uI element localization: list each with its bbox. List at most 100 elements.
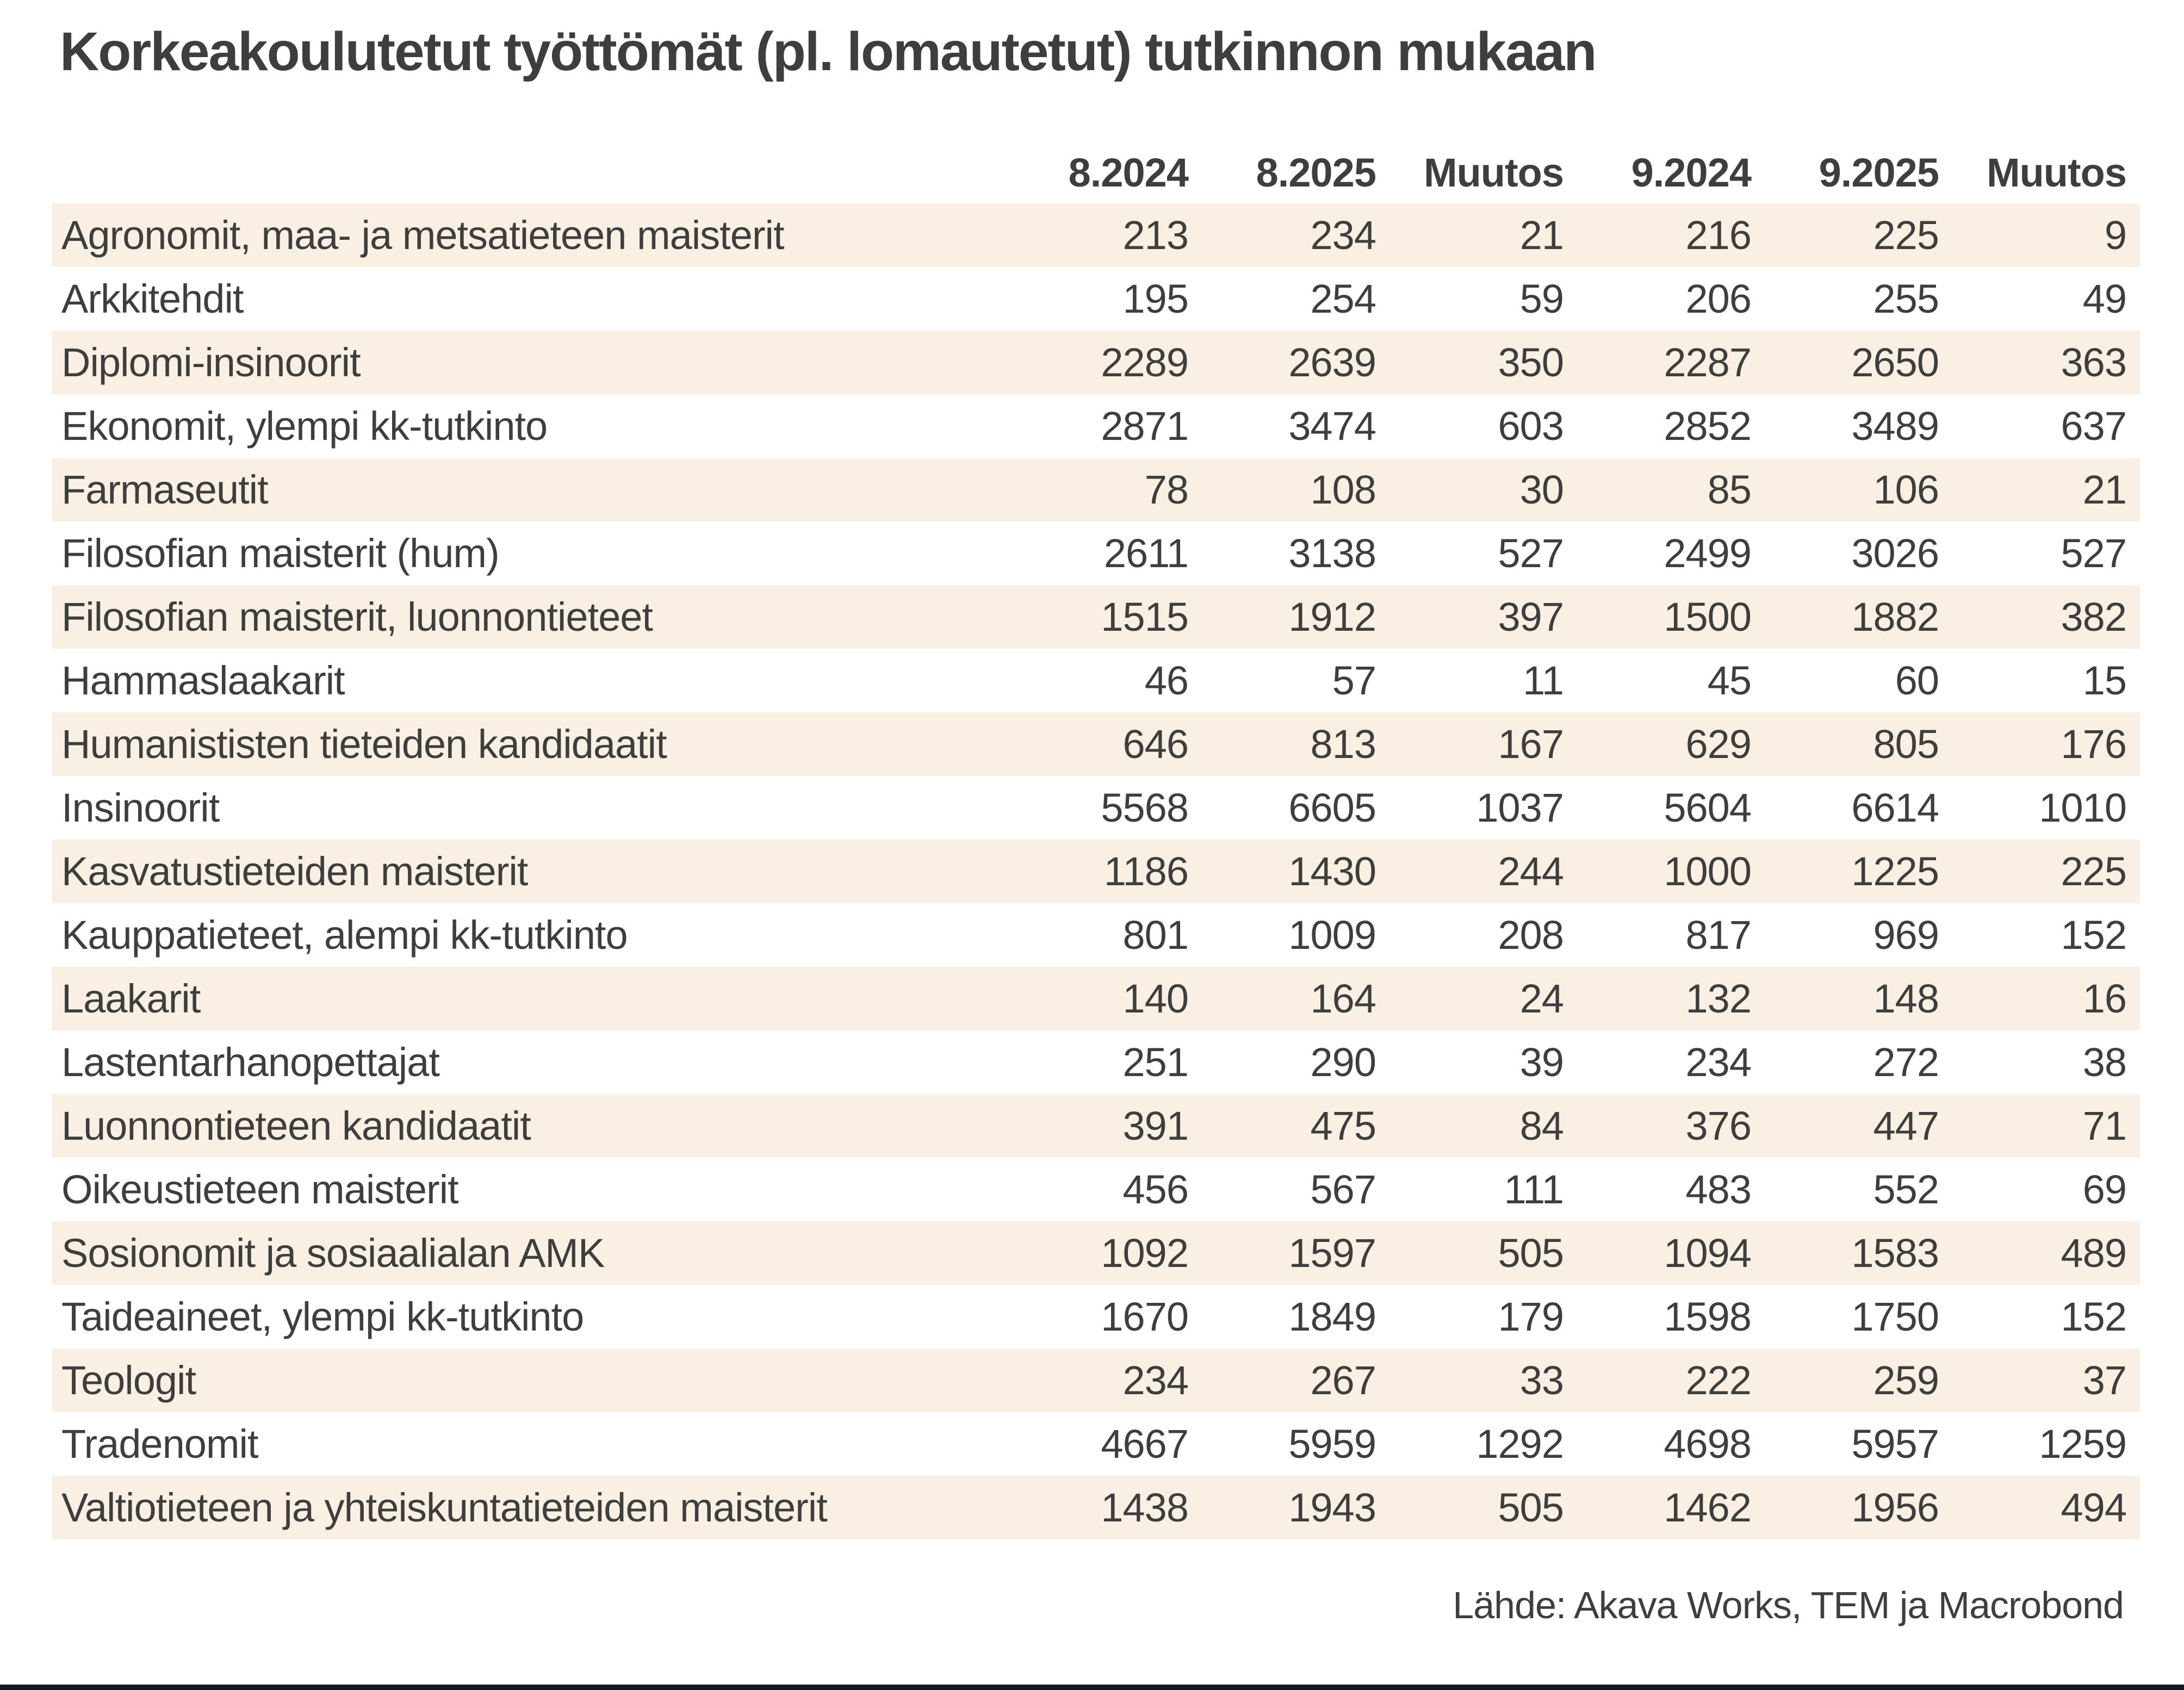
cell-value: 494 <box>2061 1485 2127 1530</box>
cell-value: 167 <box>1498 722 1564 767</box>
cell-value: 179 <box>1498 1294 1564 1339</box>
table-row: Luonnontieteen kandidaatit 391 475 84 376 447… <box>52 1094 2140 1158</box>
cell-value: 45 <box>1707 658 1752 703</box>
row-label: Filosofian maisterit, luonnontieteet <box>61 594 653 639</box>
cell-value: 1956 <box>1851 1485 1939 1530</box>
cell-value: 6605 <box>1288 785 1376 830</box>
cell-value: 505 <box>1498 1485 1564 1530</box>
row-label: Ekonomit, ylempi kk-tutkinto <box>61 403 548 449</box>
cell-value: 456 <box>1122 1167 1189 1212</box>
table-row: Taideaineet, ylempi kk-tutkinto 1670 1849 1… <box>52 1285 2140 1349</box>
cell-value: 272 <box>1873 1040 1939 1085</box>
cell-value: 84 <box>1519 1103 1564 1148</box>
cell-value: 9 <box>2104 213 2127 258</box>
cell-value: 1092 <box>1101 1231 1189 1276</box>
cell-value: 6614 <box>1851 785 1939 830</box>
cell-value: 801 <box>1122 912 1189 958</box>
table-row: Filosofian maisterit (hum) 2611 3138 527 249… <box>52 521 2140 585</box>
cell-value: 71 <box>2082 1103 2127 1148</box>
cell-value: 46 <box>1144 658 1189 703</box>
cell-value: 1094 <box>1664 1231 1752 1276</box>
cell-value: 1882 <box>1851 594 1939 639</box>
cell-value: 603 <box>1498 403 1564 449</box>
cell-value: 15 <box>2082 658 2127 703</box>
cell-value: 234 <box>1310 213 1376 258</box>
cell-value: 59 <box>1519 276 1564 321</box>
table-row: Lastentarhanopettajat 251 290 39 234 272 38 <box>52 1030 2140 1094</box>
table-row: Teologit 234 267 33 222 259 37 <box>52 1349 2140 1412</box>
cell-value: 1462 <box>1664 1485 1752 1530</box>
cell-value: 1037 <box>1476 785 1564 830</box>
cell-value: 489 <box>2061 1231 2127 1276</box>
cell-value: 1750 <box>1851 1294 1939 1339</box>
cell-value: 225 <box>2061 849 2127 894</box>
row-label: Hammaslaakarit <box>61 658 345 703</box>
column-header-2: 8.2025 <box>1256 150 1376 195</box>
cell-value: 57 <box>1332 658 1376 703</box>
table-row: Arkkitehdit 195 254 59 206 255 49 <box>52 267 2140 331</box>
cell-value: 16 <box>2082 976 2127 1021</box>
cell-value: 817 <box>1685 912 1752 958</box>
cell-value: 376 <box>1685 1103 1752 1148</box>
cell-value: 2852 <box>1664 403 1752 449</box>
cell-value: 1010 <box>2039 785 2127 830</box>
table-row: Filosofian maisterit, luonnontieteet 1515… <box>52 585 2140 649</box>
page-title: Korkeakoulutetut työttömät (pl. lomautet… <box>60 21 1597 82</box>
cell-value: 5604 <box>1664 785 1752 830</box>
cell-value: 1598 <box>1664 1294 1752 1339</box>
table-header-row: 8.2024 8.2025 Muutos 9.2024 9.2025 Muutos <box>52 142 2140 203</box>
cell-value: 69 <box>2082 1167 2127 1212</box>
cell-value: 24 <box>1519 976 1564 1021</box>
cell-value: 251 <box>1122 1040 1189 1085</box>
table-row: Diplomi-insinoorit 2289 2639 350 2287 2650 363 <box>52 331 2140 394</box>
row-label: Kasvatustieteiden maisterit <box>61 849 528 894</box>
cell-value: 208 <box>1498 912 1564 958</box>
cell-value: 148 <box>1873 976 1939 1021</box>
cell-value: 1912 <box>1288 594 1376 639</box>
cell-value: 2639 <box>1288 340 1376 385</box>
column-header-3: Muutos <box>1423 150 1564 195</box>
table-row: Farmaseutit 78 108 30 85 106 21 <box>52 458 2140 521</box>
cell-value: 363 <box>2061 340 2127 385</box>
cell-value: 505 <box>1498 1231 1564 1276</box>
cell-value: 2287 <box>1664 340 1752 385</box>
row-label: Sosionomit ja sosiaalialan AMK <box>61 1231 605 1276</box>
cell-value: 2611 <box>1103 531 1189 576</box>
cell-value: 132 <box>1685 976 1752 1021</box>
row-label: Arkkitehdit <box>61 276 244 321</box>
cell-value: 21 <box>1519 213 1564 258</box>
cell-value: 49 <box>2082 276 2127 321</box>
row-label: Oikeustieteen maisterit <box>61 1167 459 1212</box>
cell-value: 552 <box>1873 1167 1939 1212</box>
cell-value: 290 <box>1310 1040 1376 1085</box>
cell-value: 111 <box>1504 1167 1564 1212</box>
column-header-4: 9.2024 <box>1631 150 1752 195</box>
table-row: Oikeustieteen maisterit 456 567 111 483 552 69 <box>52 1158 2140 1221</box>
cell-value: 1225 <box>1851 849 1939 894</box>
cell-value: 176 <box>2061 722 2127 767</box>
cell-value: 3489 <box>1851 403 1939 449</box>
table-row: Laakarit 140 164 24 132 148 16 <box>52 967 2140 1030</box>
cell-value: 30 <box>1519 467 1564 512</box>
cell-value: 21 <box>2082 467 2127 512</box>
cell-value: 1597 <box>1288 1231 1376 1276</box>
column-header-6: Muutos <box>1986 150 2127 195</box>
cell-value: 225 <box>1873 213 1939 258</box>
cell-value: 152 <box>2061 1294 2127 1339</box>
cell-value: 234 <box>1122 1358 1189 1403</box>
row-label: Lastentarhanopettajat <box>61 1040 440 1085</box>
cell-value: 2289 <box>1101 340 1189 385</box>
cell-value: 1500 <box>1664 594 1752 639</box>
cell-value: 1186 <box>1103 849 1189 894</box>
row-label: Diplomi-insinoorit <box>61 340 361 385</box>
cell-value: 213 <box>1122 213 1189 258</box>
cell-value: 5957 <box>1851 1421 1939 1467</box>
table-row: Humanististen tieteiden kandidaatit 646 81… <box>52 712 2140 776</box>
table-row: Kasvatustieteiden maisterit 1186 1430 244 10… <box>52 840 2140 903</box>
row-label: Kauppatieteet, alempi kk-tutkinto <box>61 912 628 958</box>
table-row: Kauppatieteet, alempi kk-tutkinto 801 1009… <box>52 903 2140 967</box>
row-label: Tradenomit <box>61 1421 259 1467</box>
cell-value: 813 <box>1310 722 1376 767</box>
cell-value: 350 <box>1498 340 1564 385</box>
cell-value: 1292 <box>1476 1421 1564 1467</box>
